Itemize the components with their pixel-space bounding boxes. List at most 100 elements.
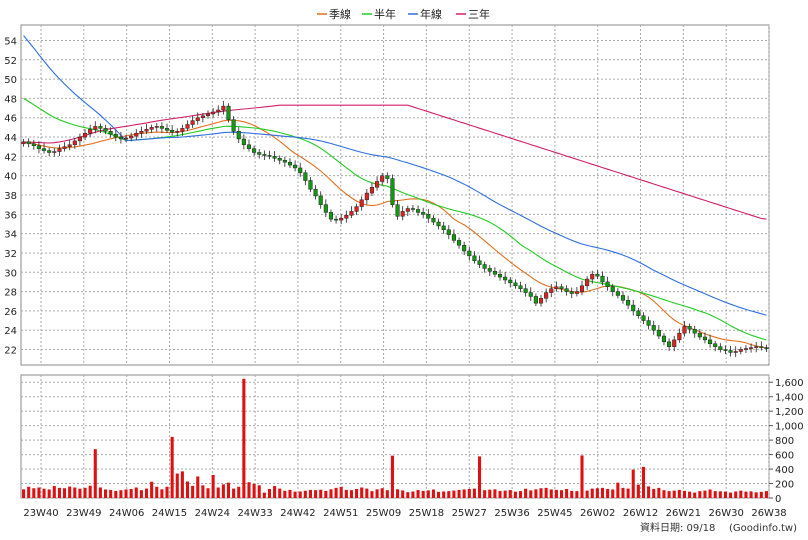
candle-down — [513, 282, 518, 287]
price-tick-label: 50 — [4, 75, 17, 86]
volume-bar — [380, 488, 384, 498]
candle-down — [651, 325, 656, 331]
candle-up — [52, 151, 57, 153]
candle-down — [436, 221, 441, 227]
legend: 季線 半年 年線 三年 — [317, 7, 490, 21]
price-tick-label: 36 — [4, 210, 17, 221]
volume-bar — [636, 484, 640, 498]
volume-bar — [93, 449, 97, 498]
volume-bar — [693, 492, 697, 498]
volume-bar — [677, 489, 681, 498]
volume-bar — [288, 489, 292, 498]
candle-down — [108, 131, 113, 135]
volume-bar — [201, 485, 205, 498]
volume-bar — [144, 488, 149, 498]
volume-bar — [216, 487, 220, 498]
volume-bar — [703, 490, 707, 498]
candle-down — [687, 326, 692, 330]
candle-up — [754, 346, 759, 348]
volume-bar — [549, 489, 553, 498]
candle-down — [42, 148, 47, 151]
volume-bar — [252, 483, 256, 498]
volume-bar — [88, 485, 92, 498]
volume-bar — [518, 491, 523, 498]
x-tick-label: 26W02 — [580, 508, 615, 519]
candle-down — [667, 341, 672, 347]
volume-bar — [621, 487, 625, 498]
volume-bar — [462, 489, 466, 498]
candle-down — [246, 144, 252, 149]
candlesticks — [21, 100, 769, 358]
candle-down — [462, 244, 467, 252]
candle-up — [749, 347, 754, 349]
candle-down — [600, 275, 605, 283]
candle-down — [523, 288, 528, 293]
candle-up — [134, 132, 139, 137]
candle-down — [451, 234, 456, 241]
candle-down — [313, 188, 318, 197]
candle-down — [595, 273, 600, 277]
volume-tick-label: 1,600 — [775, 378, 804, 389]
candle-up — [211, 111, 216, 115]
x-tick-label: 25W27 — [452, 508, 487, 519]
volume-bar — [411, 491, 415, 498]
candle-down — [713, 343, 718, 347]
volume-bar — [667, 491, 671, 498]
volume-bar — [600, 487, 605, 498]
volume-bar — [452, 490, 456, 498]
volume-bar — [262, 492, 266, 498]
volume-bar — [334, 487, 338, 498]
candle-down — [318, 195, 323, 205]
volume-bar — [575, 491, 579, 498]
candle-down — [113, 133, 118, 138]
price-tick-label: 26 — [4, 307, 17, 318]
volume-bar — [672, 490, 676, 498]
candle-down — [456, 240, 462, 246]
candle-down — [692, 329, 697, 334]
price-tick-label: 40 — [4, 172, 17, 183]
volume-bar — [580, 455, 584, 498]
candle-down — [164, 128, 170, 131]
volume-bar — [83, 487, 87, 498]
candle-up — [154, 126, 159, 128]
candle-up — [175, 131, 180, 133]
candle-up — [738, 349, 743, 352]
volume-bar — [565, 488, 569, 498]
volume-bar — [103, 489, 108, 498]
volume-bar — [32, 488, 36, 498]
candle-up — [585, 278, 590, 287]
x-tick-label: 23W49 — [66, 508, 101, 519]
volume-bar — [437, 491, 441, 498]
candle-down — [426, 214, 431, 219]
volume-bar — [37, 487, 41, 498]
volume-bar — [708, 489, 712, 498]
price-tick-label: 34 — [4, 230, 17, 241]
volume-bar — [47, 489, 51, 498]
volume-bar — [606, 488, 610, 498]
volume-bar — [570, 490, 574, 498]
volume-bar — [718, 491, 722, 498]
x-tick-label: 24W42 — [280, 508, 315, 519]
price-tick-label: 54 — [4, 36, 17, 47]
candle-down — [395, 204, 400, 217]
moving-average-lines — [23, 35, 767, 349]
volume-bar — [616, 482, 620, 498]
volume-bar — [155, 486, 159, 498]
candle-up — [72, 140, 77, 146]
volume-bar — [68, 486, 72, 498]
candle-up — [129, 135, 134, 139]
footer-date: 資料日期: 09/18 — [640, 521, 715, 534]
candle-up — [339, 217, 344, 221]
volume-bar — [226, 482, 231, 498]
price-tick-label: 38 — [4, 191, 17, 202]
volume-bar — [539, 488, 543, 498]
candle-up — [93, 126, 98, 130]
volume-bar — [57, 487, 61, 498]
candle-up — [538, 298, 544, 304]
candle-down — [226, 105, 231, 120]
candle-up — [554, 286, 559, 289]
candle-down — [559, 286, 564, 289]
volume-bar — [370, 491, 374, 498]
volume-bar — [421, 490, 425, 498]
volume-tick-label: 0 — [775, 494, 781, 505]
